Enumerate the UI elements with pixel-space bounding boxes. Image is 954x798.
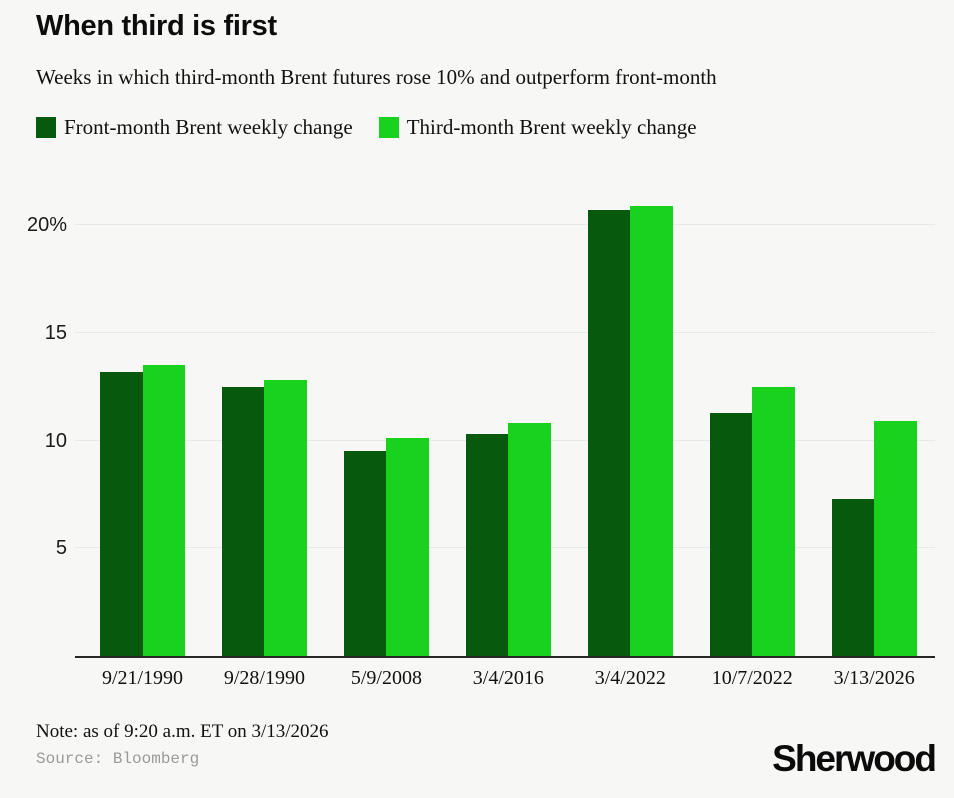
legend-item-third-month: Third-month Brent weekly change — [378, 115, 697, 140]
legend-swatch-icon — [36, 117, 56, 138]
bar-front-month-10-7-2022 — [709, 413, 753, 656]
plot-area: 5 10 15 20% 9/21/1990 9/28/1990 5/9/2008 3/4/20… — [27, 185, 935, 689]
chart-subtitle: Weeks in which third-month Brent futures… — [36, 65, 717, 89]
legend-label: Third-month Brent weekly change — [406, 115, 697, 139]
bar-third-month-3-13-2026 — [874, 421, 917, 656]
y-tick-label-20: 20% — [26, 214, 67, 237]
legend: Front-month Brent weekly change Third-mon… — [36, 115, 697, 140]
bar-front-month-9-28-1990 — [221, 387, 265, 656]
legend-item-front-month: Front-month Brent weekly change — [36, 115, 353, 140]
x-tick-label-10-7-2022: 10/7/2022 — [711, 667, 793, 689]
x-tick-label-3-4-2016: 3/4/2016 — [472, 667, 544, 689]
x-tick-label-3-13-2026: 3/13/2026 — [833, 667, 915, 689]
chart-title: When third is first — [36, 10, 277, 42]
y-tick-label-15: 15 — [44, 321, 67, 344]
x-tick-label-5-9-2008: 5/9/2008 — [350, 667, 422, 689]
bar-front-month-3-4-2022 — [587, 210, 631, 656]
y-tick-label-10: 10 — [44, 429, 67, 452]
bar-front-month-3-4-2016 — [465, 434, 509, 656]
bar-third-month-5-9-2008 — [386, 438, 429, 656]
legend-swatch-icon — [378, 117, 399, 138]
bar-front-month-5-9-2008 — [343, 451, 387, 656]
bar-third-month-3-4-2016 — [508, 423, 551, 656]
x-tick-label-9-21-1990: 9/21/1990 — [101, 667, 184, 689]
legend-label: Front-month Brent weekly change — [64, 115, 353, 139]
bar-front-month-3-13-2026 — [831, 499, 875, 656]
x-tick-label-9-28-1990: 9/28/1990 — [223, 667, 305, 689]
bar-third-month-9-28-1990 — [264, 380, 307, 656]
gridline-15 — [75, 331, 935, 333]
gridline-20 — [75, 224, 935, 226]
bar-third-month-10-7-2022 — [752, 387, 795, 656]
note-text: Note: as of 9:20 a.m. ET on 3/13/2026 — [36, 721, 329, 742]
bar-front-month-9-21-1990 — [100, 372, 143, 656]
y-tick-label-5: 5 — [55, 537, 67, 560]
bar-third-month-3-4-2022 — [630, 206, 673, 656]
x-tick-label-3-4-2022: 3/4/2022 — [594, 667, 666, 689]
bar-third-month-9-21-1990 — [142, 365, 185, 656]
source-text: Source: Bloomberg — [36, 750, 200, 768]
sherwood-logo: Sherwood — [772, 738, 937, 779]
